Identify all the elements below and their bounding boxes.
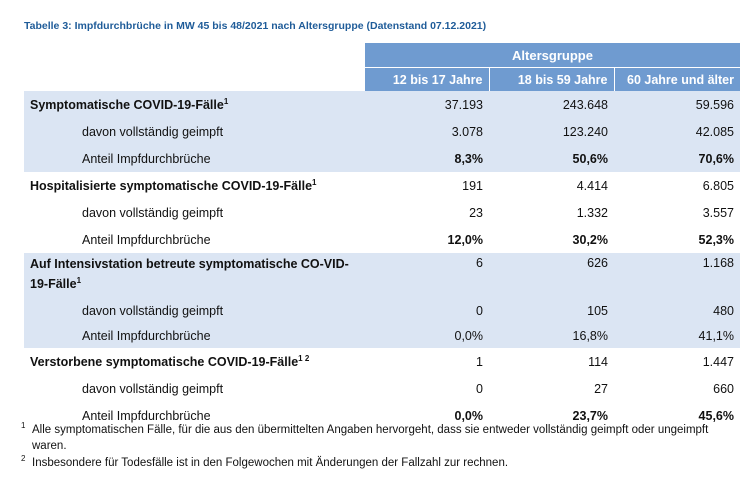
table-row: davon vollständig geimpft 0 27 660 <box>24 375 740 402</box>
cell-value: 6 <box>365 253 489 297</box>
cell-value: 30,2% <box>572 232 608 247</box>
cell-value: 0 <box>365 297 489 324</box>
cell-value: 105 <box>489 297 614 324</box>
table-row: Symptomatische COVID-19-Fälle1 37.193 24… <box>24 91 740 118</box>
cell-value: 27 <box>594 381 608 396</box>
age-group-header: Altersgruppe <box>365 43 740 68</box>
table-row: Anteil Impfdurchbrüche 0,0% 16,8% 41,1% <box>24 324 740 348</box>
cell-value: 23,7% <box>572 408 608 423</box>
breakthrough-table: Altersgruppe 12 bis 17 Jahre 18 bis 59 J… <box>24 43 740 429</box>
cell-value: 3.557 <box>702 205 734 220</box>
table-row: Auf Intensivstation betreute symptomatis… <box>24 253 740 297</box>
cell-value: 123.240 <box>489 118 614 145</box>
footnote-2: 2 Insbesondere für Todesfälle ist in den… <box>20 454 725 471</box>
cell-value: 4.414 <box>576 178 608 193</box>
cell-value: 191 <box>462 178 483 193</box>
cell-value: 23 <box>469 205 483 220</box>
table-row: davon vollständig geimpft 0 105 480 <box>24 297 740 324</box>
row-label-share: Anteil Impfdurchbrüche <box>24 145 365 172</box>
cell-value: 114 <box>588 354 608 369</box>
cell-value: 8,3% <box>365 145 489 172</box>
cell-value: 0 <box>476 381 483 396</box>
cell-value: 70,6% <box>614 145 740 172</box>
cell-value: 0,0% <box>365 324 489 348</box>
cell-value: 626 <box>489 253 614 297</box>
cell-value: 37.193 <box>365 91 489 118</box>
cell-value: 6.805 <box>702 178 734 193</box>
cell-value: 59.596 <box>614 91 740 118</box>
table-row: Verstorbene symptomatische COVID-19-Fäll… <box>24 348 740 375</box>
table-row: Anteil Impfdurchbrüche 8,3% 50,6% 70,6% <box>24 145 740 172</box>
row-label-vaccinated: davon vollständig geimpft <box>82 381 224 396</box>
row-label-share: Anteil Impfdurchbrüche <box>82 408 211 423</box>
table-row: Anteil Impfdurchbrüche 0,0% 23,7% 45,6% <box>24 402 740 429</box>
cell-value: 45,6% <box>698 408 734 423</box>
cell-value: 1 <box>476 354 483 369</box>
cell-value: 0,0% <box>454 408 484 423</box>
footnote-text: Alle symptomatischen Fälle, für die aus … <box>32 424 709 452</box>
footnote-text: Insbesondere für Todesfälle ist in den F… <box>32 457 509 469</box>
table-row: davon vollständig geimpft 23 1.332 3.557 <box>24 199 740 226</box>
row-label-deceased: Verstorbene symptomatische COVID-19-Fäll… <box>30 353 310 369</box>
cell-value: 3.078 <box>365 118 489 145</box>
table-row: Anteil Impfdurchbrüche 12,0% 30,2% 52,3% <box>24 226 740 253</box>
column-header-18-59: 18 bis 59 Jahre <box>488 67 614 91</box>
table-row: davon vollständig geimpft 3.078 123.240 … <box>24 118 740 145</box>
row-label-share: Anteil Impfdurchbrüche <box>24 324 365 348</box>
cell-value: 243.648 <box>489 91 614 118</box>
cell-value: 12,0% <box>447 232 483 247</box>
cell-value: 1.332 <box>576 205 608 220</box>
cell-value: 1.168 <box>614 253 740 297</box>
cell-value: 1.447 <box>702 354 734 369</box>
table-caption: Tabelle 3: Impfdurchbrüche in MW 45 bis … <box>24 20 487 32</box>
row-label-hospitalised: Hospitalisierte symptomatische COVID-19-… <box>30 177 317 193</box>
row-label-vaccinated: davon vollständig geimpft <box>24 297 365 324</box>
row-label-vaccinated: davon vollständig geimpft <box>24 118 365 145</box>
row-label-icu: Auf Intensivstation betreute symptomatis… <box>24 253 365 297</box>
row-label-vaccinated: davon vollständig geimpft <box>82 205 224 220</box>
column-header-12-17: 12 bis 17 Jahre <box>365 67 489 91</box>
cell-value: 41,1% <box>614 324 740 348</box>
row-label-symptomatic: Symptomatische COVID-19-Fälle1 <box>24 91 365 118</box>
cell-value: 480 <box>614 297 740 324</box>
cell-value: 42.085 <box>614 118 740 145</box>
table-row: Hospitalisierte symptomatische COVID-19-… <box>24 172 740 199</box>
footnote-mark: 2 <box>21 454 26 463</box>
column-header-60-plus: 60 Jahre und älter <box>613 67 740 91</box>
cell-value: 52,3% <box>698 232 734 247</box>
footnote-1: 1 Alle symptomatischen Fälle, für die au… <box>20 421 725 454</box>
header-blank <box>24 67 365 91</box>
cell-value: 50,6% <box>489 145 614 172</box>
row-label-share: Anteil Impfdurchbrüche <box>82 232 211 247</box>
header-blank <box>24 43 365 68</box>
footnotes: 1 Alle symptomatischen Fälle, für die au… <box>20 421 725 472</box>
cell-value: 660 <box>713 381 734 396</box>
cell-value: 16,8% <box>489 324 614 348</box>
footnote-mark: 1 <box>21 421 26 430</box>
